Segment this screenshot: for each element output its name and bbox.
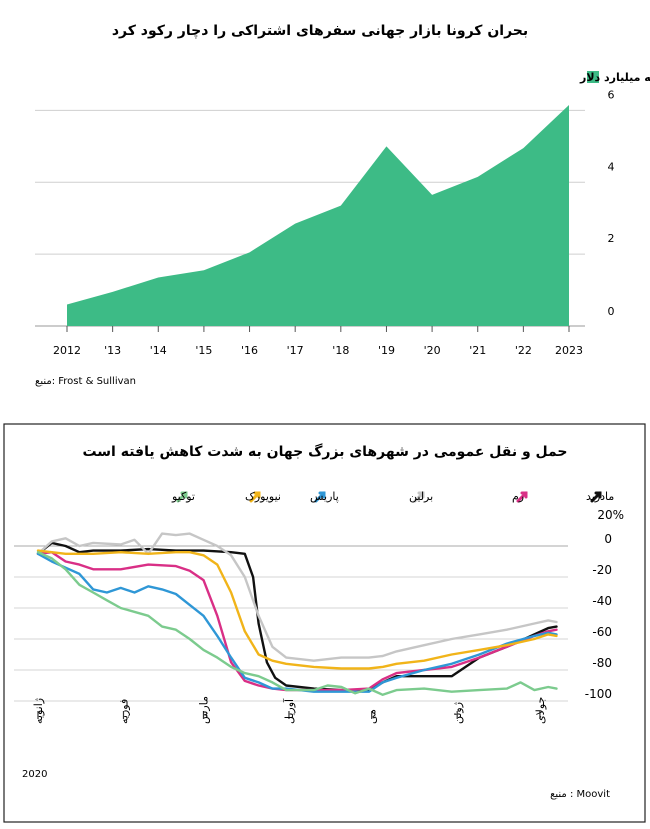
chart2-x-tick: آوریل (282, 698, 296, 724)
chart2-year-label: 2020 (22, 769, 47, 780)
chart2-legend-label: رم (512, 490, 524, 503)
chart1-legend-label: ارزش خالص بازار به میلیارد دلار (579, 71, 650, 84)
chart2-series-line (36, 551, 558, 692)
chart2-x-axis: ژانویه فوریه مارس آوریل می ژوئن جولای (32, 696, 547, 724)
chart1-x-tick: '13 (104, 344, 121, 357)
chart2-legend: مادرید رم برلین پاریس نیویورک توکیو (171, 490, 614, 503)
chart2-legend-marker (249, 491, 261, 503)
chart1-y-tick: 2 (608, 232, 615, 245)
chart1-x-tick: '18 (332, 344, 349, 357)
chart1-y-tick: 4 (608, 160, 615, 173)
chart1-x-tick: '15 (195, 344, 212, 357)
chart2-y-axis: 20% 0 -20 -40 -60 -80 -100 (585, 508, 624, 701)
chart2-x-tick: ژانویه (32, 698, 45, 724)
chart1-title: بحران کرونا بازار جهانی سفرهای اشتراکی ر… (112, 23, 528, 39)
chart2-series-line (36, 541, 558, 692)
chart2-legend-marker (314, 491, 326, 503)
chart1-x-tick: '20 (424, 344, 441, 357)
chart1-x-tick: '19 (378, 344, 395, 357)
chart1-x-axis: 2012 '13 '14 '15 '16 '17 '18 '19 '20 '21 '22 2023 (53, 326, 583, 357)
chart1-y-tick: 0 (608, 305, 615, 318)
chart2-series-line (36, 549, 558, 670)
chart2-frame (3, 423, 646, 823)
chart1-legend-swatch (587, 71, 599, 83)
chart2-x-tick: مارس (197, 696, 210, 724)
chart1-plot (67, 104, 569, 326)
chart2-y-tick: -60 (592, 625, 612, 639)
chart2-legend-label: برلین (409, 490, 433, 503)
chart2-title: حمل و نقل عمومی در شهرهای بزرگ جهان به ش… (82, 443, 567, 460)
chart2-legend-marker (413, 491, 425, 503)
chart2-y-tick: -20 (592, 563, 612, 577)
chart2-y-tick: -100 (585, 687, 612, 701)
chart1-x-tick: '21 (469, 344, 486, 357)
chart1-y-tick: 6 (608, 88, 615, 101)
chart2-legend-label: پاریس (310, 490, 339, 503)
chart1-x-tick: 2012 (53, 344, 81, 357)
chart2-grid (14, 545, 568, 702)
chart2-y-tick: -80 (592, 656, 612, 670)
chart2-legend-label: مادرید (586, 490, 614, 503)
chart1-area-series (67, 104, 569, 326)
chart2-legend-marker (176, 491, 188, 503)
chart2-x-tick: جولای (534, 697, 547, 724)
chart2-x-tick: ژوئن (451, 702, 464, 724)
chart2-y-tick: -40 (592, 594, 612, 608)
chart2-legend-marker (590, 491, 602, 503)
chart2-legend-label: نیویورک (245, 490, 281, 503)
chart2-plot (36, 532, 558, 696)
chart1-source: منبع: Frost & Sullivan (35, 376, 136, 387)
chart1-x-tick: '17 (287, 344, 304, 357)
chart2-x-tick: می (366, 709, 379, 724)
chart1-y-axis: 0 2 4 6 (608, 88, 615, 318)
chart2-series-line (36, 532, 558, 662)
chart1-x-tick: '14 (150, 344, 167, 357)
chart2-series-line (36, 552, 558, 693)
chart1-x-tick: 2023 (555, 344, 583, 357)
chart2-y-tick: 20% (597, 508, 624, 522)
chart1-x-tick: '16 (241, 344, 258, 357)
chart2-legend-marker (516, 491, 528, 503)
chart2-x-tick: فوریه (117, 699, 130, 724)
chart2-series-line (36, 551, 558, 696)
chart2-y-tick: 0 (604, 532, 612, 546)
chart2-legend-label: توکیو (171, 490, 195, 503)
chart1-x-tick: '22 (515, 344, 532, 357)
chart2-source: منبع : Moovit (550, 789, 610, 800)
